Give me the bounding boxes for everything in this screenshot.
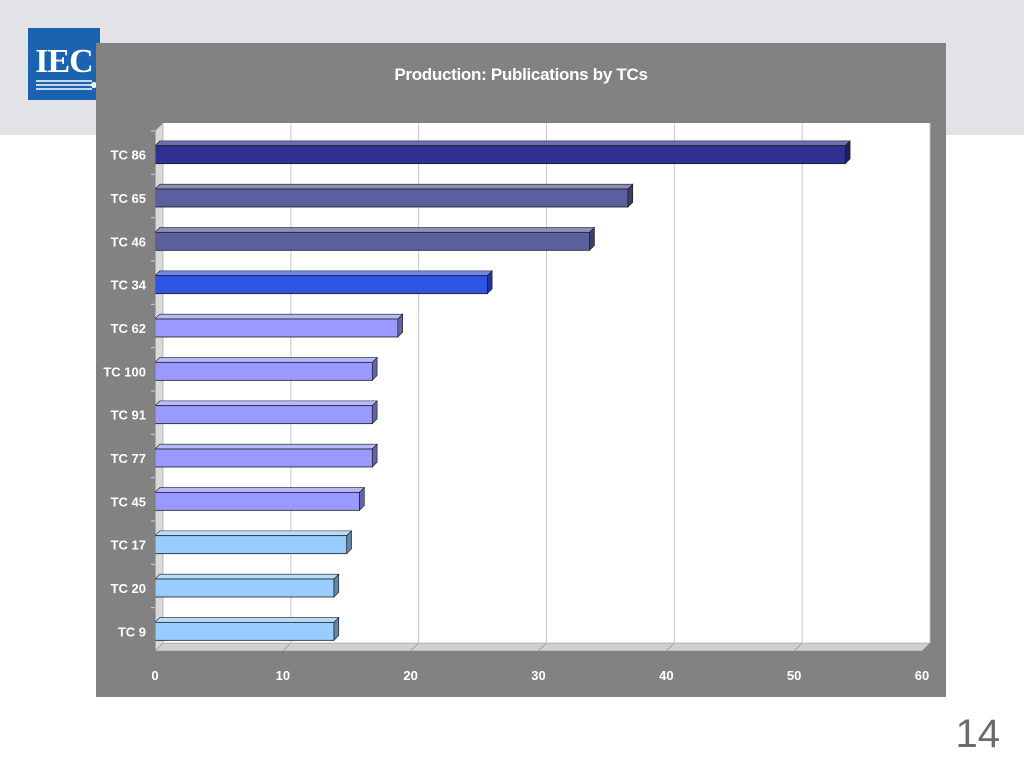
bar-top-face xyxy=(154,140,851,146)
slide-number: 14 xyxy=(955,712,1001,756)
floor-gridline xyxy=(793,642,803,652)
value-label: 14 xyxy=(348,609,363,624)
chart-frame: Production: Publications by TCs 0 10 20 30 4… xyxy=(96,43,946,697)
bar-top-face xyxy=(154,530,353,536)
bar xyxy=(154,443,378,468)
bar-side-face xyxy=(346,530,352,555)
bar-side-face xyxy=(372,443,378,468)
bar xyxy=(154,486,366,512)
bar-front-face xyxy=(154,578,335,598)
bar xyxy=(154,183,634,208)
bar-front-face xyxy=(154,188,629,208)
bar-front-face xyxy=(154,145,846,165)
bar-top-face xyxy=(154,617,340,623)
category-label: TC 20 xyxy=(111,581,146,596)
bar xyxy=(154,573,340,598)
bar-front-face xyxy=(154,491,360,511)
floor-gridline xyxy=(282,642,292,652)
bar xyxy=(154,270,493,295)
bar xyxy=(154,356,378,382)
category-label: TC 34 xyxy=(111,278,147,293)
bar-side-face xyxy=(359,486,365,512)
value-label: 54 xyxy=(859,133,874,148)
bar-front-face xyxy=(154,405,373,425)
value-label: 15 xyxy=(361,523,375,538)
bar-front-face xyxy=(154,361,373,381)
value-label: 26 xyxy=(501,263,515,278)
value-label: 17 xyxy=(386,393,400,408)
floor-gridline xyxy=(410,642,419,652)
category-label: TC 86 xyxy=(111,148,146,163)
bar xyxy=(154,226,596,252)
category-label: TC 9 xyxy=(118,624,146,639)
bar-top-face xyxy=(154,227,596,233)
x-tick-label: 0 xyxy=(151,668,158,683)
bar-top-face xyxy=(154,400,378,406)
x-tick-label: 30 xyxy=(531,668,545,683)
value-label: 19 xyxy=(412,306,426,321)
value-label: 16 xyxy=(374,479,388,494)
x-tick-label: 40 xyxy=(659,668,673,683)
x-tick-label: 50 xyxy=(787,668,801,683)
category-label: TC 65 xyxy=(111,191,146,206)
bar-front-face xyxy=(154,275,488,295)
bar-top-face xyxy=(154,313,404,320)
bar-side-face xyxy=(372,356,378,382)
bar-side-face xyxy=(627,183,634,208)
bar-top-face xyxy=(154,443,378,450)
chart-title: Production: Publications by TCs xyxy=(394,65,648,84)
svg-text:IEC: IEC xyxy=(35,43,92,80)
floor-gridline xyxy=(666,642,675,652)
bar-side-face xyxy=(372,400,378,425)
bar-side-face xyxy=(487,270,493,295)
bar xyxy=(154,313,404,338)
x-tick-label: 60 xyxy=(915,668,929,683)
bar-front-face xyxy=(154,231,591,251)
value-label: 14 xyxy=(348,566,363,581)
bar-side-face xyxy=(333,616,340,642)
labels: 0 10 20 30 40 50 60 TC 86 54 TC 65 37 TC 46 34 TC 34 2… xyxy=(103,133,929,683)
floor-gridline xyxy=(538,642,547,652)
category-label: TC 100 xyxy=(103,364,146,379)
bar-side-face xyxy=(397,313,403,338)
bar-chart: 0 10 20 30 40 50 60 TC 86 54 TC 65 37 TC 46 34 TC 34 2… xyxy=(103,122,931,683)
category-label: TC 77 xyxy=(111,451,146,466)
x-tick-label: 10 xyxy=(276,668,290,683)
bar xyxy=(154,400,378,425)
category-label: TC 91 xyxy=(111,408,146,423)
value-label: 17 xyxy=(386,436,400,451)
axes xyxy=(151,130,156,651)
bar-side-face xyxy=(844,140,851,165)
floor-gridline xyxy=(921,642,931,652)
bar-side-face xyxy=(589,226,595,252)
bar-front-face xyxy=(154,535,348,555)
gridlines xyxy=(282,123,931,652)
value-label: 17 xyxy=(386,349,400,364)
iec-logo: IEC xyxy=(28,28,100,100)
category-label: TC 17 xyxy=(111,538,146,553)
bar-top-face xyxy=(154,573,340,580)
bar xyxy=(154,616,340,642)
category-label: TC 46 xyxy=(111,234,146,249)
bar-top-face xyxy=(154,270,493,276)
value-label: 34 xyxy=(604,219,619,234)
bar-top-face xyxy=(154,357,378,363)
bar-top-face xyxy=(154,487,366,493)
bar-top-face xyxy=(154,183,634,190)
bar-side-face xyxy=(333,573,340,598)
bar-front-face xyxy=(154,621,335,641)
bar xyxy=(154,140,851,165)
bar-front-face xyxy=(154,448,373,468)
category-label: TC 62 xyxy=(111,321,146,336)
x-tick-label: 20 xyxy=(403,668,417,683)
value-label: 37 xyxy=(642,176,656,191)
iec-logo-graphic: IEC xyxy=(28,28,100,100)
bar xyxy=(154,530,353,555)
bar-front-face xyxy=(154,318,399,338)
category-label: TC 45 xyxy=(111,494,146,509)
